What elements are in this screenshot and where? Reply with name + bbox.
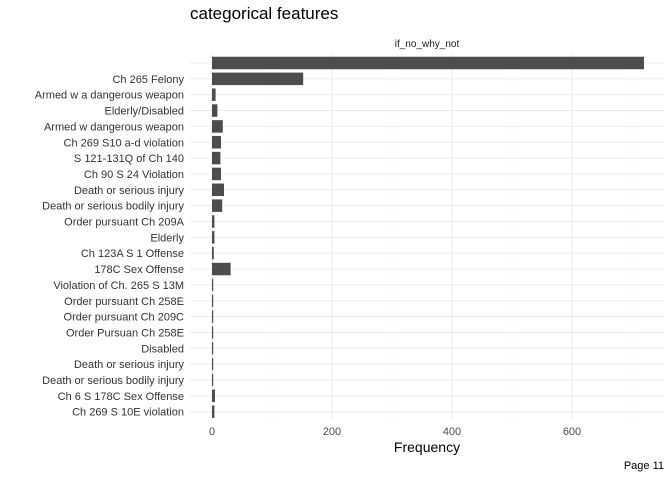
category-label: Ch 269 S10 a-d violation — [64, 137, 184, 149]
facet-strip-label: if_no_why_not — [395, 39, 460, 50]
x-tick-label: 400 — [443, 426, 461, 438]
bar — [212, 262, 231, 276]
bar — [212, 136, 221, 149]
category-label: Order pursuant Ch 209C — [64, 312, 185, 324]
bar — [212, 326, 214, 339]
grid-lines — [190, 54, 664, 419]
category-label: Ch 265 Felony — [112, 74, 184, 86]
page-number: Page 11 — [623, 460, 664, 472]
bar — [212, 310, 214, 323]
category-label: Elderly — [150, 232, 184, 244]
bar — [212, 56, 644, 70]
bar — [212, 104, 218, 117]
bar — [212, 215, 215, 228]
bar — [212, 357, 214, 371]
category-label: Ch 123A S 1 Offense — [81, 248, 184, 260]
category-label: Disabled — [141, 343, 184, 355]
bar — [212, 72, 304, 86]
category-label: Armed w a dangerous weapon — [35, 90, 184, 102]
bar — [212, 246, 214, 260]
bar — [212, 389, 215, 403]
bar — [212, 199, 223, 212]
bar — [212, 167, 221, 181]
bar — [212, 405, 215, 418]
bar — [212, 373, 214, 387]
x-tick-label: 600 — [563, 426, 581, 438]
x-axis-title: Frequency — [394, 439, 460, 455]
bar — [212, 120, 223, 133]
x-axis-tick-labels: 0 200 400 600 — [209, 426, 581, 438]
x-tick-label: 0 — [209, 426, 215, 438]
bar — [212, 231, 215, 244]
bars — [212, 56, 644, 418]
category-label: Order pursuant Ch 209A — [64, 217, 185, 229]
category-label: Armed w dangerous weapon — [44, 121, 184, 133]
category-axis-labels: Ch 265 Felony Armed w a dangerous weapon E… — [35, 74, 185, 419]
category-label: Death or serious bodily injury — [42, 375, 184, 387]
category-label: S 121-131Q of Ch 140 — [74, 153, 184, 165]
x-tick-label: 200 — [323, 426, 341, 438]
category-label: Ch 269 S 10E violation — [72, 407, 184, 419]
chart-title: categorical features — [190, 4, 339, 23]
category-label: Order Pursuan Ch 258E — [66, 327, 184, 339]
category-label: Order pursuant Ch 258E — [64, 296, 184, 308]
bar — [212, 294, 214, 307]
category-label: Death or serious injury — [74, 185, 185, 197]
bar — [212, 278, 214, 292]
bar — [212, 183, 224, 197]
category-label: Death or serious bodily injury — [42, 201, 184, 213]
category-label: Ch 90 S 24 Violation — [84, 169, 184, 181]
category-label: 178C Sex Offense — [94, 264, 184, 276]
category-label: Elderly/Disabled — [105, 106, 184, 118]
bar — [212, 342, 214, 355]
bar — [212, 88, 216, 101]
category-label: Death or serious injury — [74, 359, 185, 371]
category-label: Violation of Ch. 265 S 13M — [53, 280, 184, 292]
category-label: Ch 6 S 178C Sex Offense — [58, 391, 184, 403]
bar — [212, 151, 221, 165]
